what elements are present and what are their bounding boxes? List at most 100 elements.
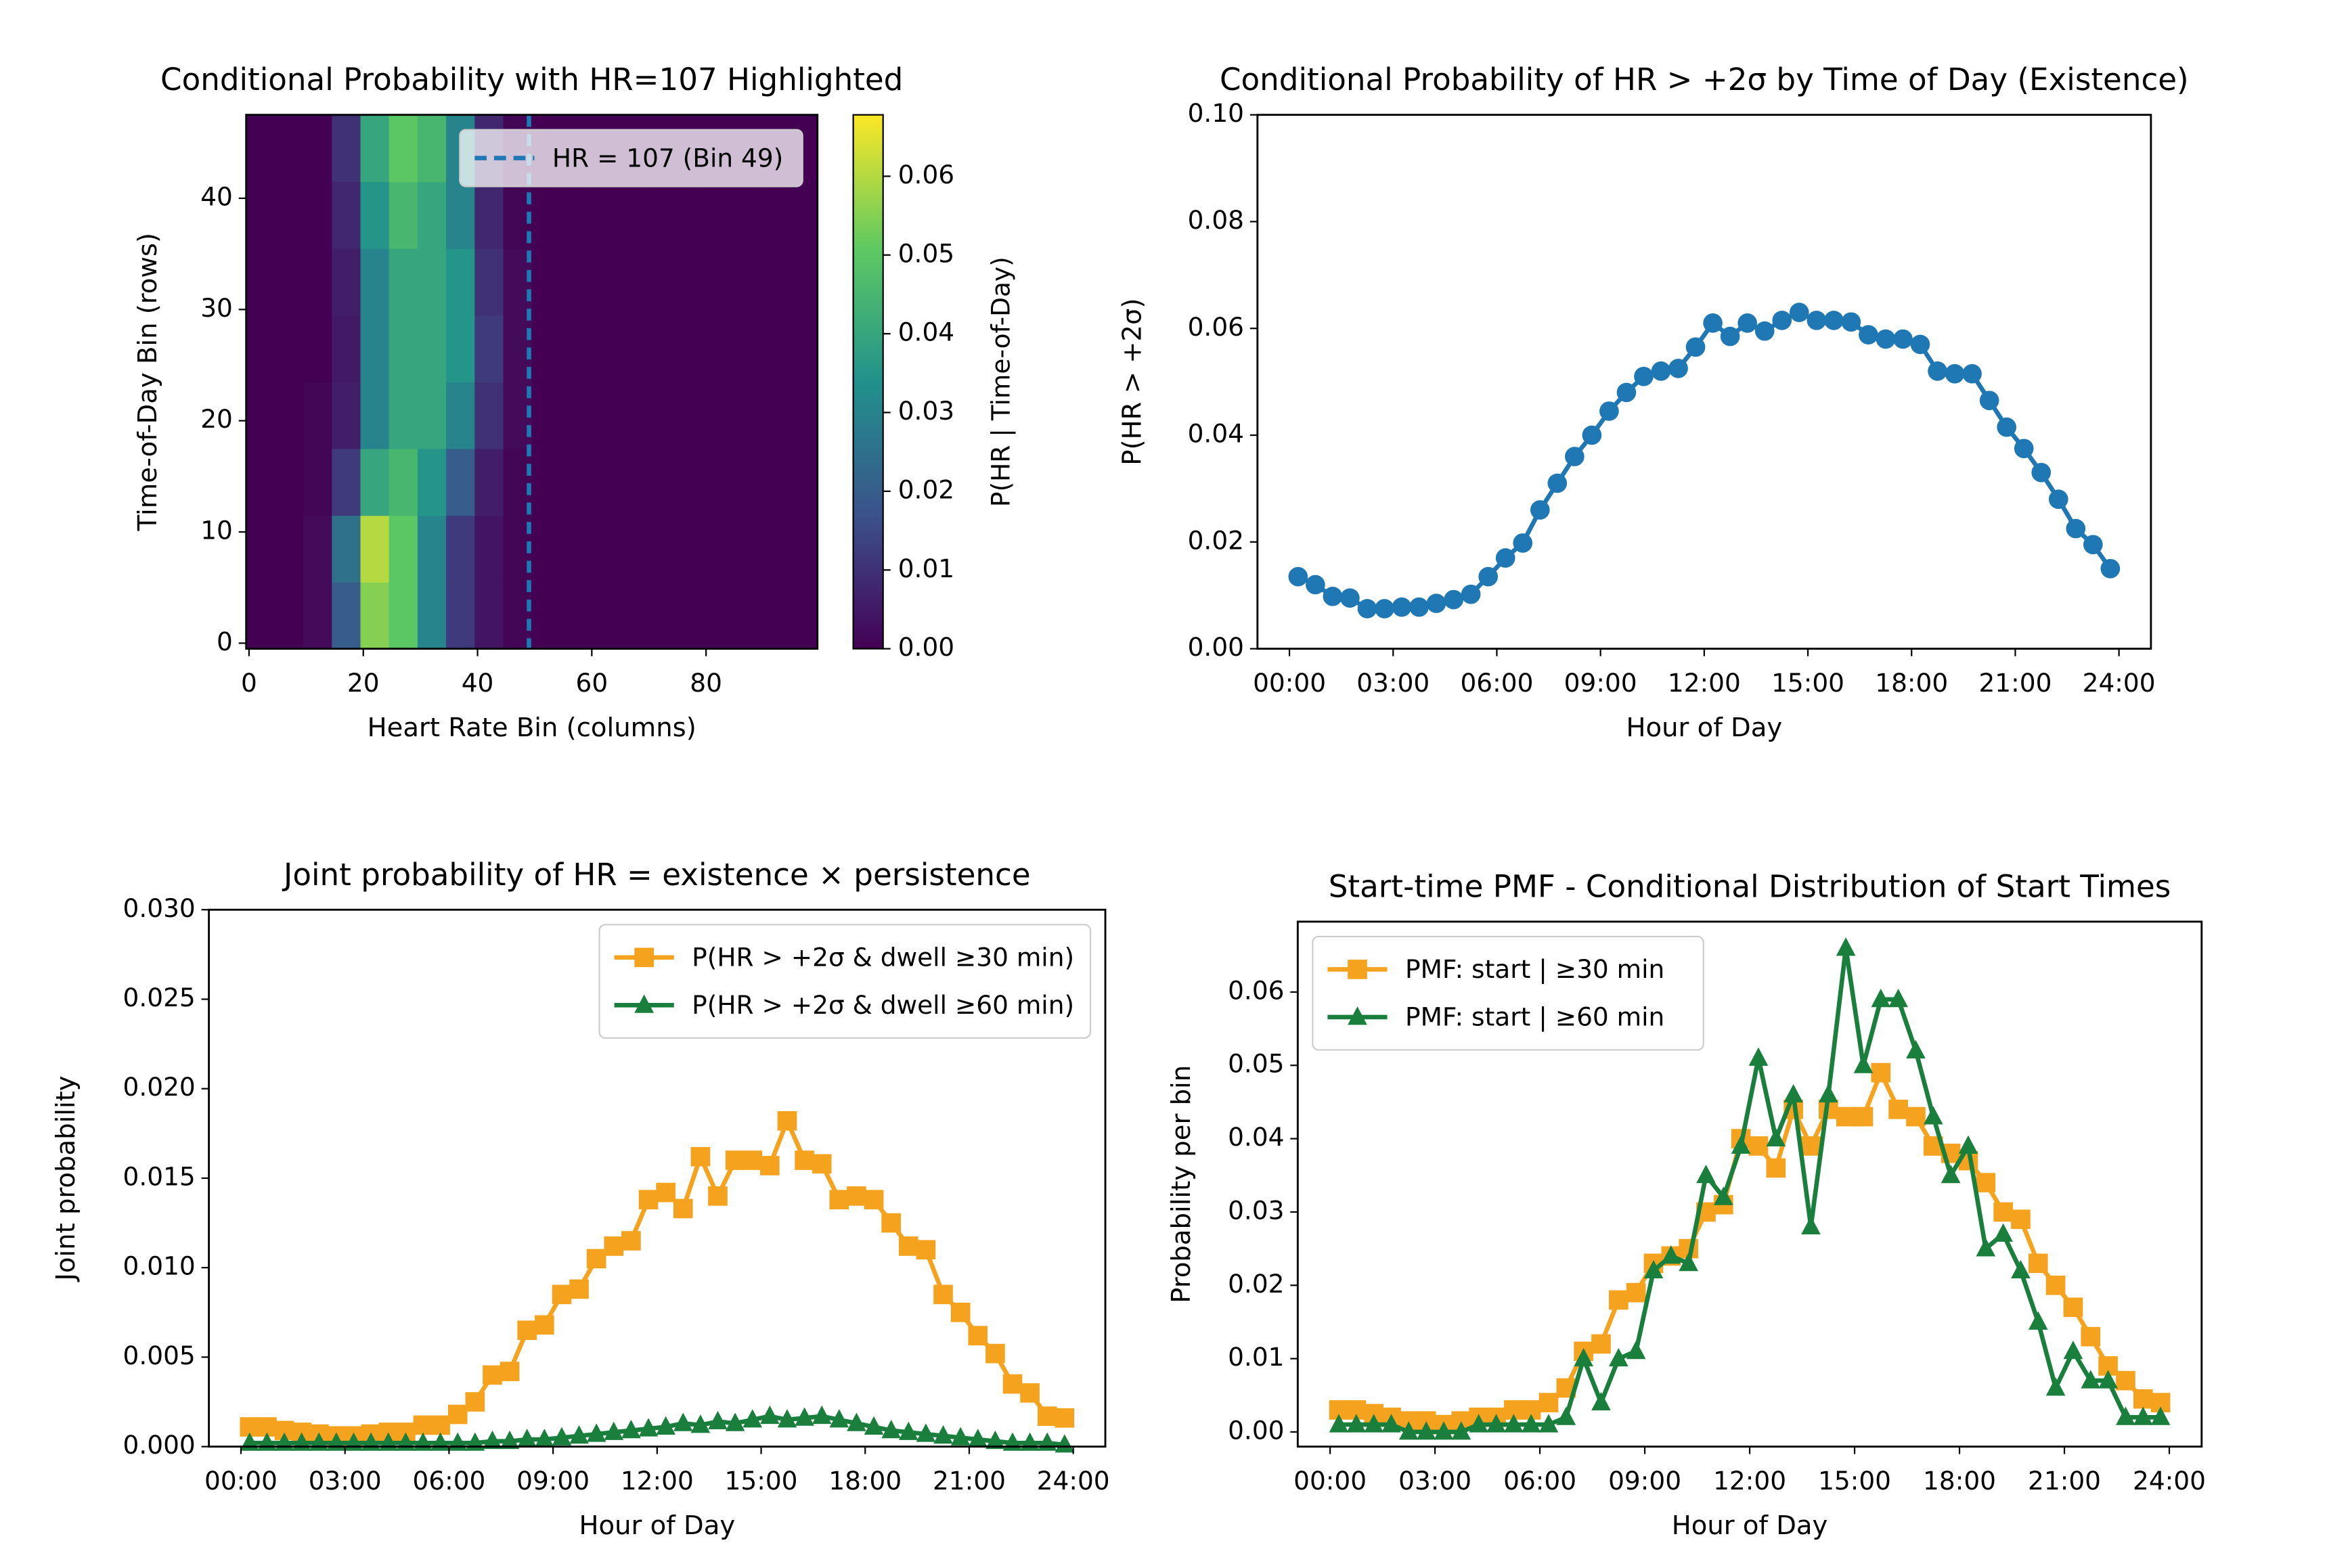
y-axis-label: Joint probability [51,1075,81,1282]
heat-cell [446,382,476,449]
marker [673,1199,693,1219]
x-tick-label: 15:00 [725,1466,798,1496]
y-tick-label: 0.015 [123,1161,196,1191]
marker [1766,1127,1786,1147]
colorbar-tick-label: 0.02 [898,474,954,504]
marker [1055,1408,1075,1428]
marker [638,1418,659,1437]
heat-cell [474,248,504,316]
heat-cell [474,582,504,650]
marker [1306,575,1325,595]
marker [864,1190,884,1210]
marker [1392,597,1412,617]
marker [1696,1165,1716,1184]
marker [1521,1414,1541,1433]
marker [1906,1039,1926,1059]
heat-cell [360,448,390,516]
marker [708,1186,728,1206]
marker [552,1427,572,1446]
heat-cell [589,448,619,516]
marker [634,947,654,968]
marker [1461,584,1481,604]
marker [1818,1083,1838,1103]
heat-cell [531,448,561,516]
marker [1591,1334,1611,1354]
marker [1426,593,1446,613]
heat-cell [389,114,418,183]
x-tick-label: 00:00 [1293,1466,1367,1496]
marker [1923,1106,1943,1125]
heat-cell [789,382,818,449]
marker [1055,1434,1075,1453]
marker [1976,1238,1996,1257]
heat-cell [531,582,561,650]
marker [1853,1054,1874,1073]
heat-cell [674,582,704,650]
marker [1495,548,1515,568]
marker [2066,518,2086,539]
heat-cell [503,582,533,650]
marker [2133,1406,2153,1425]
marker [812,1154,832,1174]
marker [777,1111,797,1131]
marker [1609,1347,1628,1367]
colorbar-tick-label: 0.00 [898,632,954,662]
heat-cell [360,181,390,249]
marker [1888,988,1908,1008]
heat-cell [417,315,447,383]
x-tick-label: 21:00 [933,1466,1006,1496]
heat-cell [789,248,818,316]
marker [1020,1383,1040,1403]
marker [1565,447,1584,466]
y-tick-label: 0.10 [1188,98,1244,128]
colorbar-tick-label: 0.05 [898,238,954,268]
y-axis-label: Probability per bin [1166,1065,1197,1303]
y-tick-label: 0.000 [123,1430,196,1460]
marker [777,1409,797,1428]
heat-cell [646,448,675,516]
heat-cell [732,248,761,316]
legend-label: PMF: start | ≥30 min [1405,954,1664,984]
heat-cell [389,515,418,583]
marker [898,1236,918,1256]
colorbar-tick-label: 0.04 [898,317,954,347]
heat-cell [732,315,761,383]
heat-cell [589,582,619,650]
heat-cell [760,515,790,583]
marker [760,1405,780,1425]
x-tick-label: 06:00 [1460,668,1533,698]
marker [1556,1406,1576,1425]
marker [690,1146,711,1167]
heat-cell [560,181,590,249]
marker [2045,1377,2066,1396]
x-tick-label: 18:00 [1875,668,1948,698]
marker [1574,1347,1593,1367]
heat-cell [531,515,561,583]
heat-cell [732,448,761,516]
marker [1876,329,1896,349]
y-tick-label: 0.030 [123,893,196,923]
x-tick-label: 03:00 [1398,1466,1471,1496]
marker [483,1430,502,1450]
marker [1958,1135,1978,1154]
heat-cell [246,315,275,383]
heat-cell [303,582,333,650]
heat-cell [389,315,418,383]
heat-cell [732,181,761,249]
chart-title: Joint probability of HR = existence × pe… [282,857,1031,893]
marker [1859,325,1878,345]
x-tick-label: 60 [576,668,608,698]
marker [1801,1215,1821,1235]
marker [604,1421,624,1440]
marker [1381,1414,1401,1433]
marker [2011,1209,2031,1230]
x-axis-label: Hour of Day [1672,1510,1828,1541]
y-tick-label: 0.04 [1188,419,1244,449]
marker [634,994,654,1013]
heat-cell [674,181,704,249]
marker [829,1409,849,1428]
marker [1748,1047,1769,1066]
marker [2014,439,2034,459]
heat-cell [560,515,590,583]
marker [1754,321,1775,341]
